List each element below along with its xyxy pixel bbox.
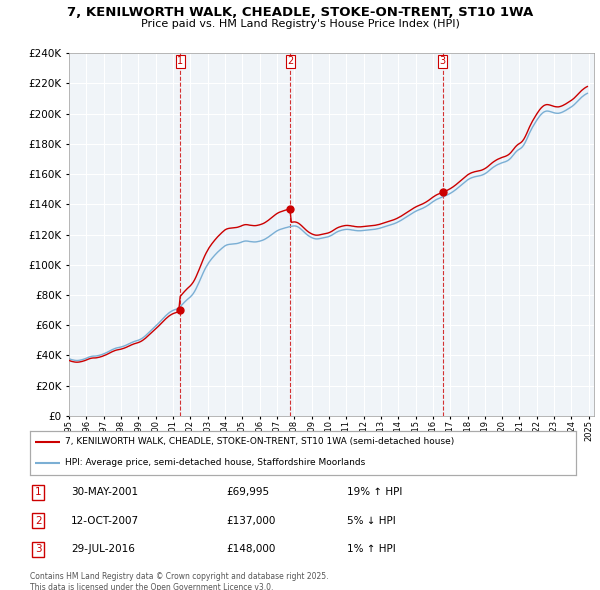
Text: £137,000: £137,000: [227, 516, 276, 526]
Text: 3: 3: [35, 544, 41, 554]
Text: 1% ↑ HPI: 1% ↑ HPI: [347, 544, 395, 554]
Text: 30-MAY-2001: 30-MAY-2001: [71, 487, 138, 497]
Text: 7, KENILWORTH WALK, CHEADLE, STOKE-ON-TRENT, ST10 1WA: 7, KENILWORTH WALK, CHEADLE, STOKE-ON-TR…: [67, 6, 533, 19]
Text: 7, KENILWORTH WALK, CHEADLE, STOKE-ON-TRENT, ST10 1WA (semi-detached house): 7, KENILWORTH WALK, CHEADLE, STOKE-ON-TR…: [65, 437, 455, 446]
Text: Price paid vs. HM Land Registry's House Price Index (HPI): Price paid vs. HM Land Registry's House …: [140, 19, 460, 29]
Text: 2: 2: [35, 516, 41, 526]
Text: 1: 1: [35, 487, 41, 497]
Text: £69,995: £69,995: [227, 487, 269, 497]
Text: 3: 3: [440, 56, 446, 66]
Text: HPI: Average price, semi-detached house, Staffordshire Moorlands: HPI: Average price, semi-detached house,…: [65, 458, 366, 467]
Text: 2: 2: [287, 56, 293, 66]
Text: 12-OCT-2007: 12-OCT-2007: [71, 516, 139, 526]
Text: Contains HM Land Registry data © Crown copyright and database right 2025.
This d: Contains HM Land Registry data © Crown c…: [30, 572, 329, 590]
Text: 19% ↑ HPI: 19% ↑ HPI: [347, 487, 402, 497]
Text: 1: 1: [177, 56, 183, 66]
Text: £148,000: £148,000: [227, 544, 276, 554]
Text: 5% ↓ HPI: 5% ↓ HPI: [347, 516, 395, 526]
Text: 29-JUL-2016: 29-JUL-2016: [71, 544, 135, 554]
